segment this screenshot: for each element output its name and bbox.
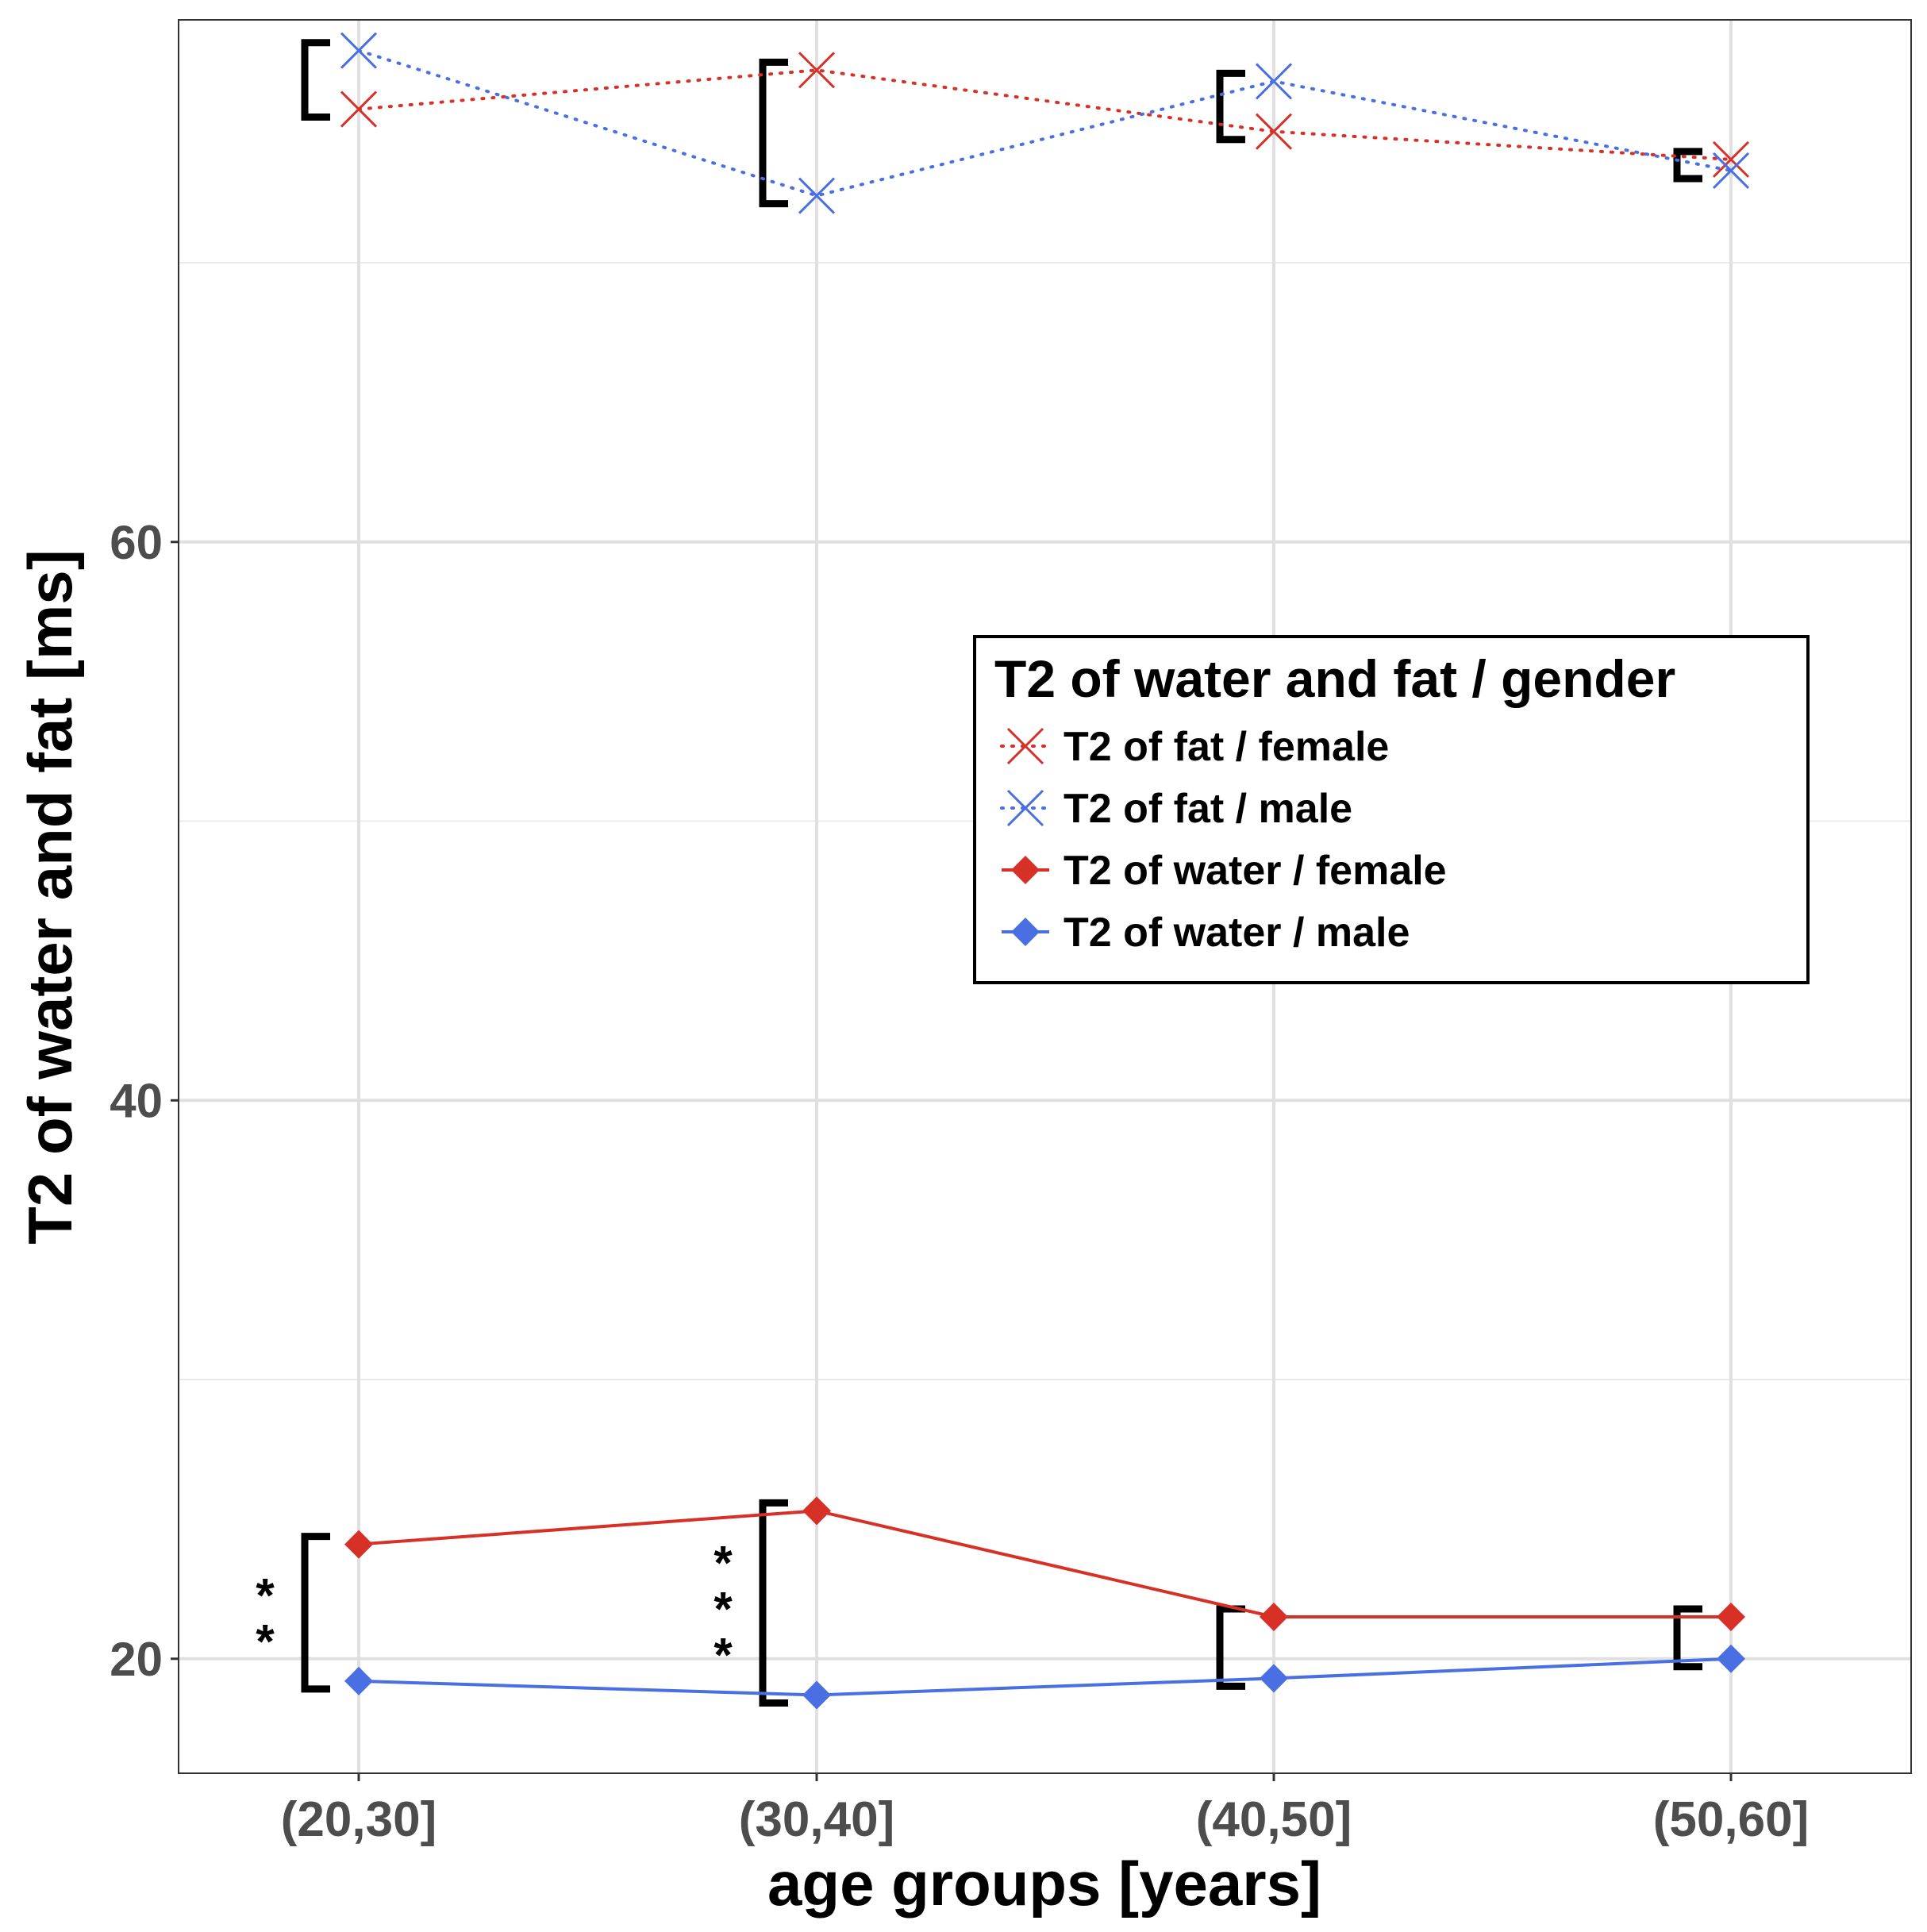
data-point (1255, 113, 1293, 150)
legend-item: T2 of water / male (1002, 910, 1410, 956)
y-tick-label: 40 (110, 1074, 163, 1127)
plot-border (178, 19, 1912, 1774)
legend-box (973, 635, 1810, 984)
series-1 (340, 32, 1750, 214)
y-axis: 20 40 60 (110, 516, 179, 1686)
significance-label: * (713, 1582, 733, 1635)
series-layer (340, 32, 1750, 1710)
significance-bracket (301, 1533, 330, 1693)
significance-label: * (713, 1536, 733, 1589)
data-point (802, 1496, 831, 1526)
legend: T2 of water and fat / gender T2 of fat /… (973, 635, 1810, 984)
significance-bracket (1216, 1605, 1245, 1690)
y-axis-title: T2 of water and fat [ms] (15, 549, 85, 1244)
y-tick-label: 20 (110, 1633, 163, 1686)
significance-brackets: ***** (256, 39, 1702, 1707)
significance-bracket (1673, 148, 1702, 183)
legend-label: T2 of fat / female (1064, 724, 1389, 770)
data-point (1260, 1603, 1288, 1632)
x-axis-title: age groups [years] (767, 1849, 1321, 1919)
data-point (1717, 1603, 1745, 1632)
legend-key-marker (1006, 789, 1044, 827)
data-point (340, 32, 378, 69)
series-line (357, 48, 1733, 198)
data-point (1255, 63, 1293, 100)
legend-title: T2 of water and fat / gender (994, 649, 1675, 708)
y-tick-label: 60 (110, 516, 163, 569)
data-point (802, 1680, 831, 1710)
series-0 (340, 52, 1750, 178)
legend-item: T2 of water / female (1002, 848, 1447, 894)
legend-label: T2 of water / female (1064, 848, 1447, 894)
series-3 (344, 1644, 1745, 1710)
data-point (344, 1530, 373, 1559)
data-point (1712, 140, 1750, 178)
significance-bracket (301, 39, 330, 121)
x-tick-label: (30,40] (739, 1792, 894, 1847)
legend-key-marker (1011, 856, 1040, 884)
data-point (1717, 1644, 1745, 1673)
data-point (344, 1666, 373, 1695)
significance-label: * (713, 1628, 733, 1681)
legend-key-marker (1011, 918, 1040, 946)
significance-bracket (1216, 69, 1245, 144)
data-point (340, 90, 378, 128)
series-line (358, 1509, 1731, 1619)
significance-label: * (256, 1615, 275, 1668)
x-tick-label: (50,60] (1653, 1792, 1809, 1847)
legend-items: T2 of fat / female T2 of fat / male T2 of … (1000, 724, 1447, 956)
legend-key-marker (1006, 727, 1044, 765)
series-2 (344, 1496, 1745, 1632)
series-line (358, 1657, 1732, 1697)
data-point (798, 177, 836, 214)
significance-bracket (1673, 1605, 1702, 1671)
x-tick-label: (40,50] (1196, 1792, 1352, 1847)
data-point (1712, 152, 1750, 190)
x-tick-label: (20,30] (281, 1792, 437, 1847)
legend-label: T2 of water / male (1064, 910, 1410, 956)
data-point (798, 52, 836, 89)
legend-item: T2 of fat / male (1000, 786, 1352, 832)
series-line (357, 68, 1733, 161)
significance-bracket (759, 58, 788, 208)
legend-label: T2 of fat / male (1064, 786, 1352, 832)
x-axis: (20,30] (30,40] (40,50] (50,60] (281, 1773, 1809, 1847)
data-point (1260, 1664, 1288, 1693)
significance-label: * (256, 1569, 275, 1622)
significance-bracket (759, 1499, 788, 1707)
legend-item: T2 of fat / female (1000, 724, 1389, 770)
